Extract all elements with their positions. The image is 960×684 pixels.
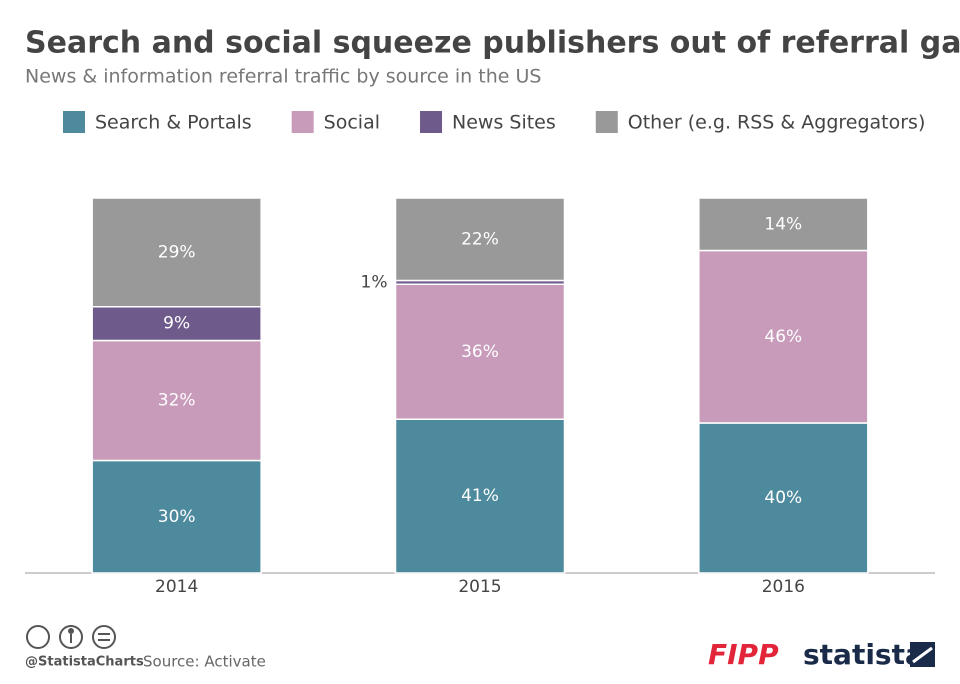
data-label: 30% (158, 507, 196, 527)
chart-subtitle: News & information referral traffic by s… (25, 66, 541, 88)
x-tick-label: 2016 (762, 577, 805, 597)
chart-title: Search and social squeeze publishers out… (25, 26, 960, 61)
data-label: 1% (361, 272, 388, 292)
bar-segment (91, 339, 262, 462)
data-label: 32% (158, 391, 196, 411)
statista-icon (910, 642, 935, 667)
cc-icons (26, 625, 116, 649)
legend-label: Other (e.g. RSS & Aggregators) (628, 112, 926, 134)
bar-segment (698, 249, 869, 424)
data-label: 14% (764, 214, 802, 234)
x-tick-label: 2014 (155, 577, 198, 597)
statista-logo: statista (803, 638, 924, 671)
legend-label: News Sites (452, 112, 556, 134)
bar-segment (91, 197, 262, 308)
legend-label: Search & Portals (95, 112, 252, 134)
legend-swatch (291, 111, 314, 133)
fipp-logo: FIPP (708, 638, 779, 671)
bar-segment (394, 197, 566, 282)
legend-label: Social (324, 112, 380, 134)
bar-segment (91, 306, 262, 342)
data-label: 40% (764, 488, 802, 508)
data-label: 29% (158, 242, 196, 262)
data-label: 46% (764, 327, 802, 347)
data-label: 36% (461, 342, 499, 362)
x-tick-label: 2015 (458, 577, 501, 597)
bar-segment (394, 418, 566, 574)
data-label: 22% (461, 229, 499, 249)
legend-swatch (420, 111, 443, 133)
data-label: 41% (461, 486, 499, 506)
data-label: 9% (163, 314, 190, 334)
legend-swatch (63, 111, 85, 133)
credit: @StatistaCharts (25, 655, 144, 670)
bar-segment (698, 422, 869, 574)
bar-segment (91, 459, 262, 574)
legend-swatch (595, 111, 618, 133)
bar-segment (394, 283, 566, 420)
source: Source: Activate (143, 653, 266, 671)
bar-segment (698, 197, 869, 252)
